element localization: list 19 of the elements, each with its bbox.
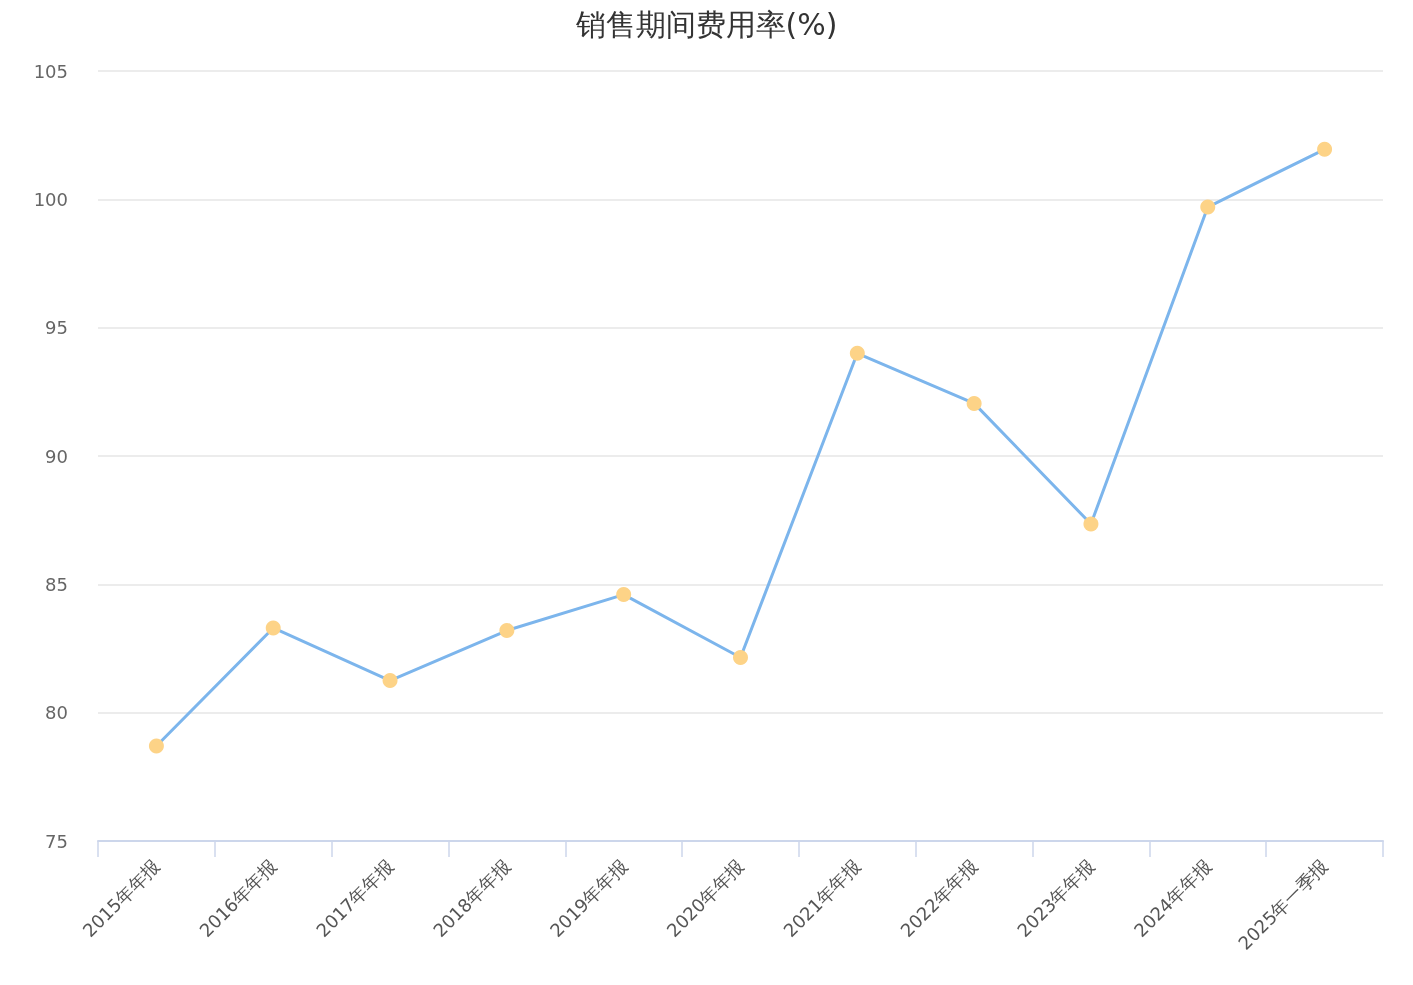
y-tick-label: 80 <box>45 702 68 724</box>
y-tick-label: 75 <box>45 830 68 852</box>
point <box>966 395 982 411</box>
point <box>1317 141 1333 157</box>
point <box>148 738 164 754</box>
chart-title: 销售期间费用率(%) <box>574 6 838 42</box>
point <box>616 587 632 603</box>
y-tick-label: 95 <box>45 317 68 339</box>
point <box>733 649 748 665</box>
point <box>1200 199 1216 215</box>
point <box>499 623 515 639</box>
point <box>849 345 865 361</box>
y-tick-label: 105 <box>33 60 68 82</box>
point <box>265 620 281 636</box>
point <box>382 673 398 689</box>
point <box>1083 516 1099 532</box>
y-tick-label: 100 <box>33 188 68 210</box>
y-tick-label: 85 <box>45 573 68 595</box>
y-tick-label: 90 <box>45 445 68 467</box>
